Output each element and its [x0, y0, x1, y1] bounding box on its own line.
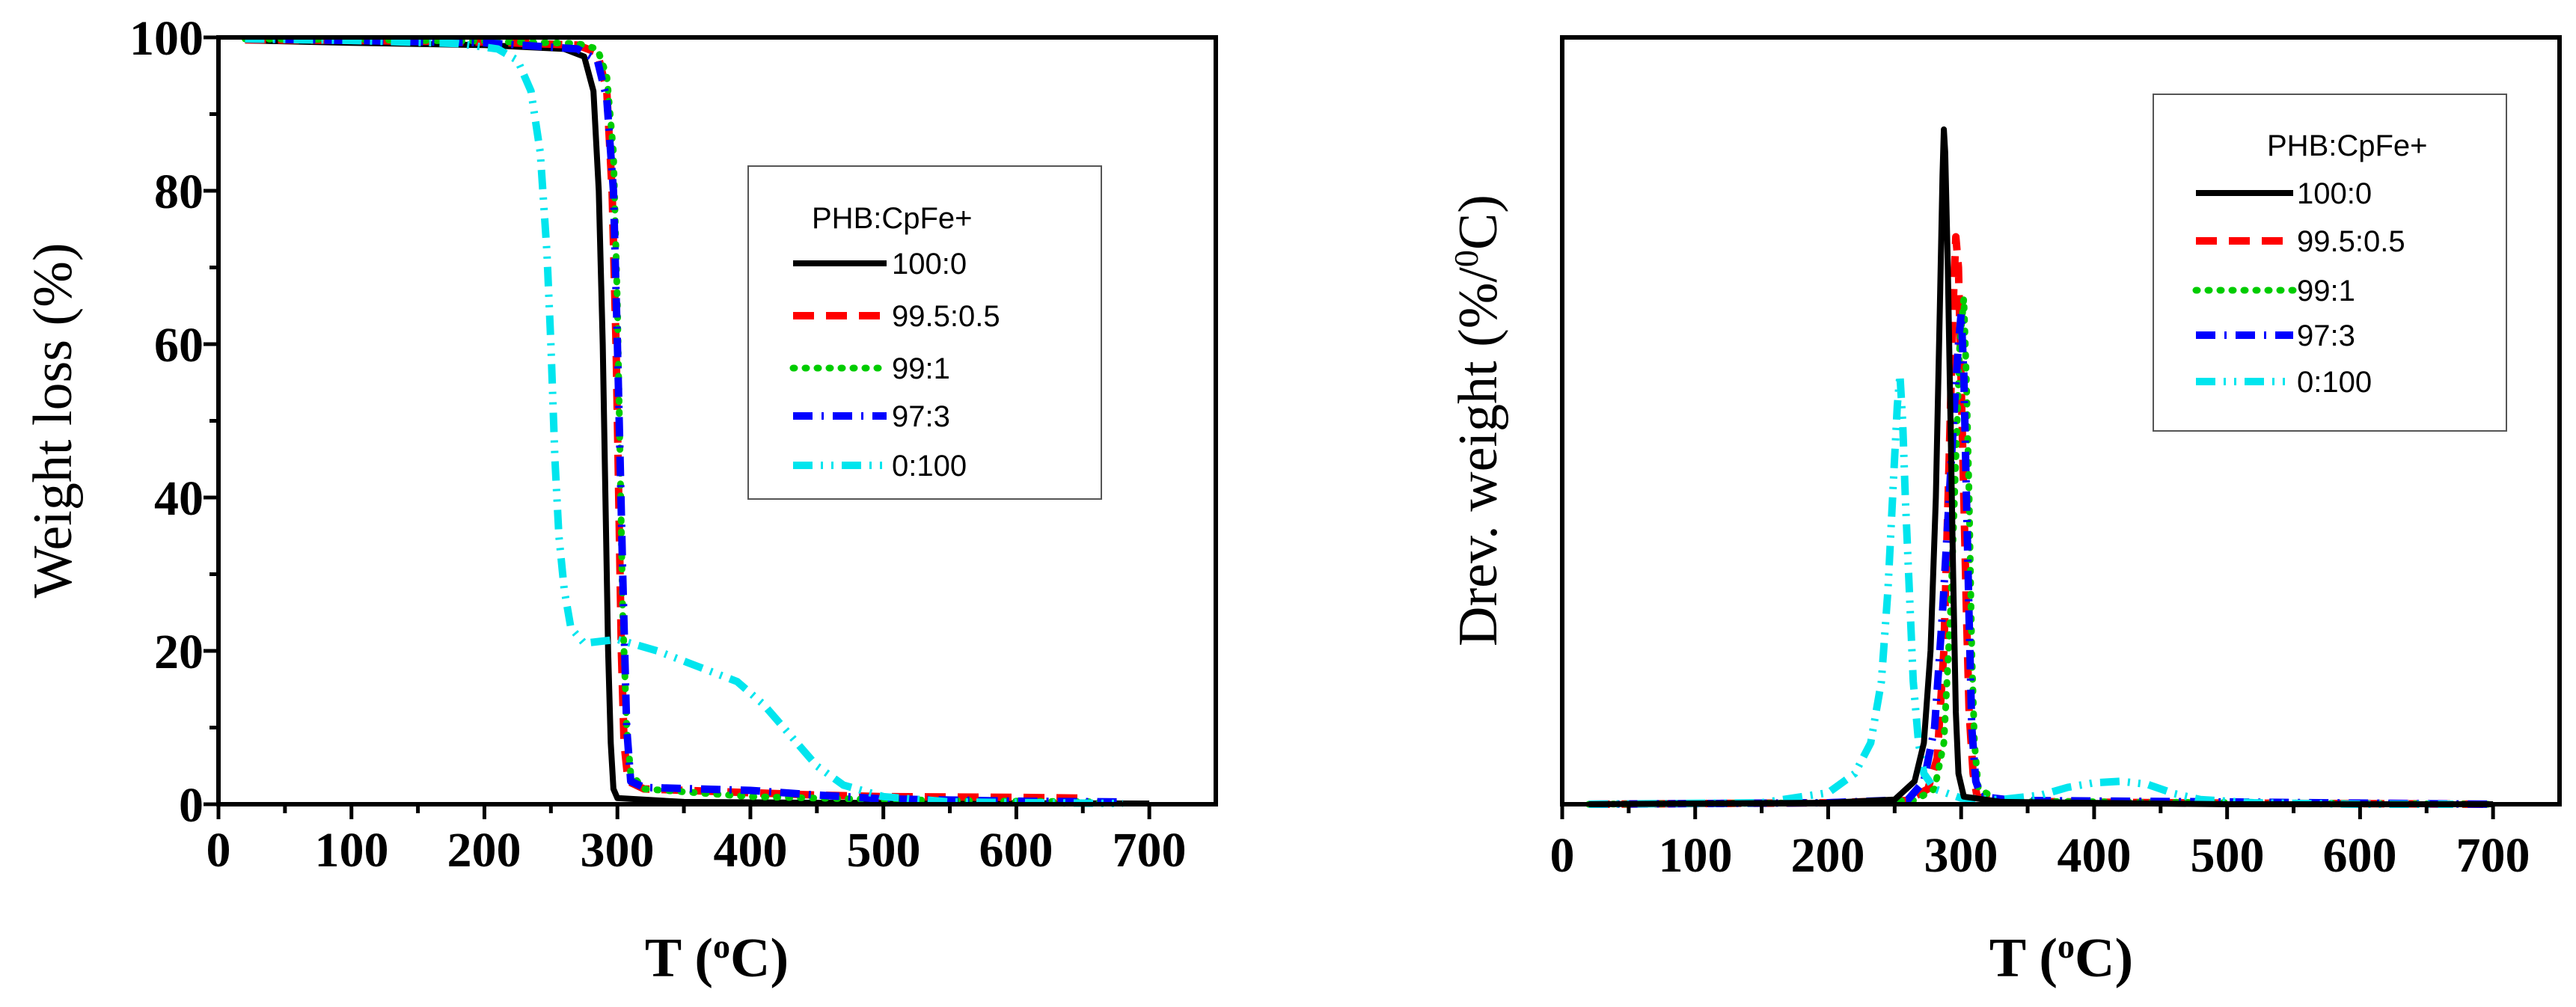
left-legend-label-4: 0:100: [892, 450, 967, 483]
left-series-group: [242, 35, 1150, 807]
right-series-group: [1585, 126, 2497, 808]
right-y-axis-title: Drev. weight (%/0C): [1447, 195, 1510, 646]
left-legend-title: PHB:CpFe+: [812, 202, 973, 235]
left-legend-label-1: 99.5:0.5: [892, 300, 1000, 333]
right-ticks: [1560, 804, 2495, 819]
right-legend-label-4: 0:100: [2297, 366, 2372, 399]
left-y-tick-80: 80: [154, 165, 204, 219]
left-ticks: [204, 35, 1151, 819]
left-x-tick-700: 700: [1113, 823, 1187, 878]
left-x-tick-500: 500: [847, 823, 921, 878]
left-series-97-3: [245, 35, 1123, 806]
left-y-tick-40: 40: [154, 471, 204, 526]
left-legend: 100:0 99.5:0.5 99:1 97:3 0:100: [789, 248, 1000, 483]
chart-right: 0 100 200 300 400 500 600 700 T (oC) Dre…: [1447, 35, 2562, 990]
right-x-tick-600: 600: [2323, 828, 2397, 883]
left-x-axis-title: T (oC): [645, 927, 789, 990]
left-y-tick-60: 60: [154, 318, 204, 373]
left-legend-box: [747, 165, 1102, 500]
right-x-tick-500: 500: [2191, 828, 2265, 883]
left-x-tick-100: 100: [315, 823, 389, 878]
right-plot-frame: [1560, 35, 2562, 806]
left-y-tick-20: 20: [154, 625, 204, 679]
right-legend-label-0: 100:0: [2297, 177, 2372, 210]
left-legend-label-0: 100:0: [892, 248, 967, 281]
right-series-0-100: [1588, 371, 2453, 808]
left-x-tick-300: 300: [581, 823, 655, 878]
right-legend-label-3: 97:3: [2297, 319, 2355, 352]
right-x-tick-100: 100: [1659, 828, 1733, 883]
right-legend-title: PHB:CpFe+: [2267, 129, 2428, 162]
right-x-tick-0: 0: [1550, 828, 1575, 883]
left-x-tick-400: 400: [714, 823, 788, 878]
right-legend-label-2: 99:1: [2297, 275, 2355, 307]
right-legend-label-1: 99.5:0.5: [2297, 225, 2405, 258]
right-legend-box: [2153, 94, 2507, 432]
left-x-tick-0: 0: [206, 823, 231, 878]
right-x-axis-title: T (oC): [1989, 927, 2133, 990]
right-series-100-0: [1588, 126, 2494, 807]
left-x-tick-200: 200: [447, 823, 521, 878]
right-x-tick-300: 300: [1924, 828, 1998, 883]
left-legend-label-2: 99:1: [892, 352, 950, 385]
right-x-tick-400: 400: [2058, 828, 2132, 883]
left-legend-label-3: 97:3: [892, 400, 950, 433]
right-x-tick-200: 200: [1791, 828, 1865, 883]
left-y-axis-title: Weight loss (%): [22, 243, 84, 599]
right-x-tick-700: 700: [2456, 828, 2530, 883]
right-legend: 100:0 99.5:0.5 99:1 97:3 0:100: [2192, 177, 2405, 399]
chart-left: 0 20 40 60 80 100 0 100 200 300 400 500 …: [22, 11, 1218, 990]
left-y-tick-0: 0: [179, 778, 204, 833]
left-x-tick-600: 600: [979, 823, 1053, 878]
left-y-tick-100: 100: [129, 11, 204, 66]
